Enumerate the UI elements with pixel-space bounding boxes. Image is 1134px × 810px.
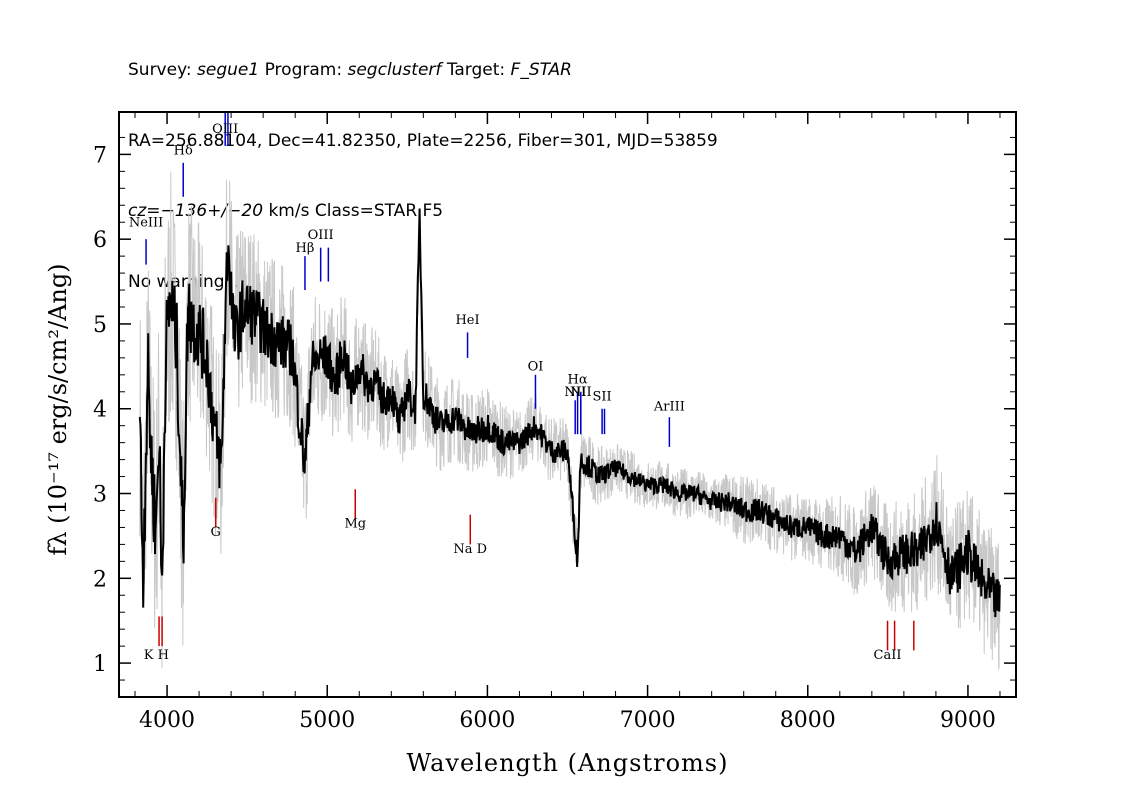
emission-line-label: ArIII xyxy=(653,399,685,414)
absorption-line-label: CaII xyxy=(874,648,902,663)
y-axis-title: fλ (10⁻¹⁷ erg/s/cm²/Ang) xyxy=(44,263,72,555)
emission-line-label: NeIII xyxy=(129,215,163,230)
flux-line-layer xyxy=(138,208,1001,618)
emission-line-label: Hβ xyxy=(296,241,315,256)
x-axis-title: Wavelength (Angstroms) xyxy=(407,749,729,777)
emission-line-label: SII xyxy=(593,389,612,404)
flux-trace xyxy=(138,208,1001,618)
emission-line-label: OIII xyxy=(308,228,334,243)
spectrum-header: Survey: segue1 Program: segclusterf Targ… xyxy=(128,12,718,318)
y-axis-title-text: fλ (10⁻¹⁷ erg/s/cm²/Ang) xyxy=(44,263,72,555)
absorption-line-label: Na D xyxy=(453,542,487,557)
x-tick-label: 8000 xyxy=(780,708,836,733)
emission-line-label: HeI xyxy=(455,313,479,328)
absorption-line-label: K H xyxy=(144,648,169,663)
y-tick-label: 1 xyxy=(93,652,107,677)
absorption-line-label: G xyxy=(211,525,221,540)
header-line-3: cz=−136+/−20 km/s Class=STAR F5 xyxy=(128,200,718,224)
header-line-1: Survey: segue1 Program: segclusterf Targ… xyxy=(128,59,718,83)
x-tick-label: 9000 xyxy=(940,708,996,733)
emission-line-label: OIII xyxy=(212,122,238,137)
survey-label: Survey: xyxy=(128,60,192,80)
target-value: F_STAR xyxy=(510,60,572,80)
x-tick-label: 5000 xyxy=(299,708,355,733)
emission-line-label: OI xyxy=(528,360,544,375)
absorption-line-label: Mg xyxy=(344,516,366,531)
y-tick-label: 3 xyxy=(93,483,107,508)
program-value: segclusterf xyxy=(347,60,442,80)
program-label: Program: xyxy=(264,60,343,80)
cz-label: cz= xyxy=(128,201,161,221)
error-band-layer xyxy=(139,171,1001,670)
x-tick-label: 6000 xyxy=(459,708,515,733)
survey-value: segue1 xyxy=(197,60,260,80)
y-tick-label: 6 xyxy=(93,228,107,253)
plot-frame xyxy=(118,111,1017,698)
error-trace xyxy=(139,171,1001,670)
target-label: Target: xyxy=(446,60,506,80)
y-tick-label: 4 xyxy=(93,398,107,423)
cz-rest: km/s Class=STAR F5 xyxy=(263,201,444,221)
y-tick-label: 7 xyxy=(93,143,107,168)
cz-value: −136+/−20 xyxy=(160,201,264,221)
header-line-2: RA=256.88104, Dec=41.82350, Plate=2256, … xyxy=(128,130,718,151)
y-tick-label: 5 xyxy=(93,313,107,338)
x-tick-label: 7000 xyxy=(620,708,676,733)
axis-ticks: 4000 5000 6000 7000 8000 9000 1 2 3 4 5 6 7 xyxy=(93,112,1016,733)
emission-line-label: Hδ xyxy=(174,143,193,158)
y-tick-label: 2 xyxy=(93,567,107,592)
emission-line-label: Hα xyxy=(568,372,588,387)
x-tick-label: 4000 xyxy=(139,708,195,733)
emission-line-label: NII xyxy=(570,385,592,400)
